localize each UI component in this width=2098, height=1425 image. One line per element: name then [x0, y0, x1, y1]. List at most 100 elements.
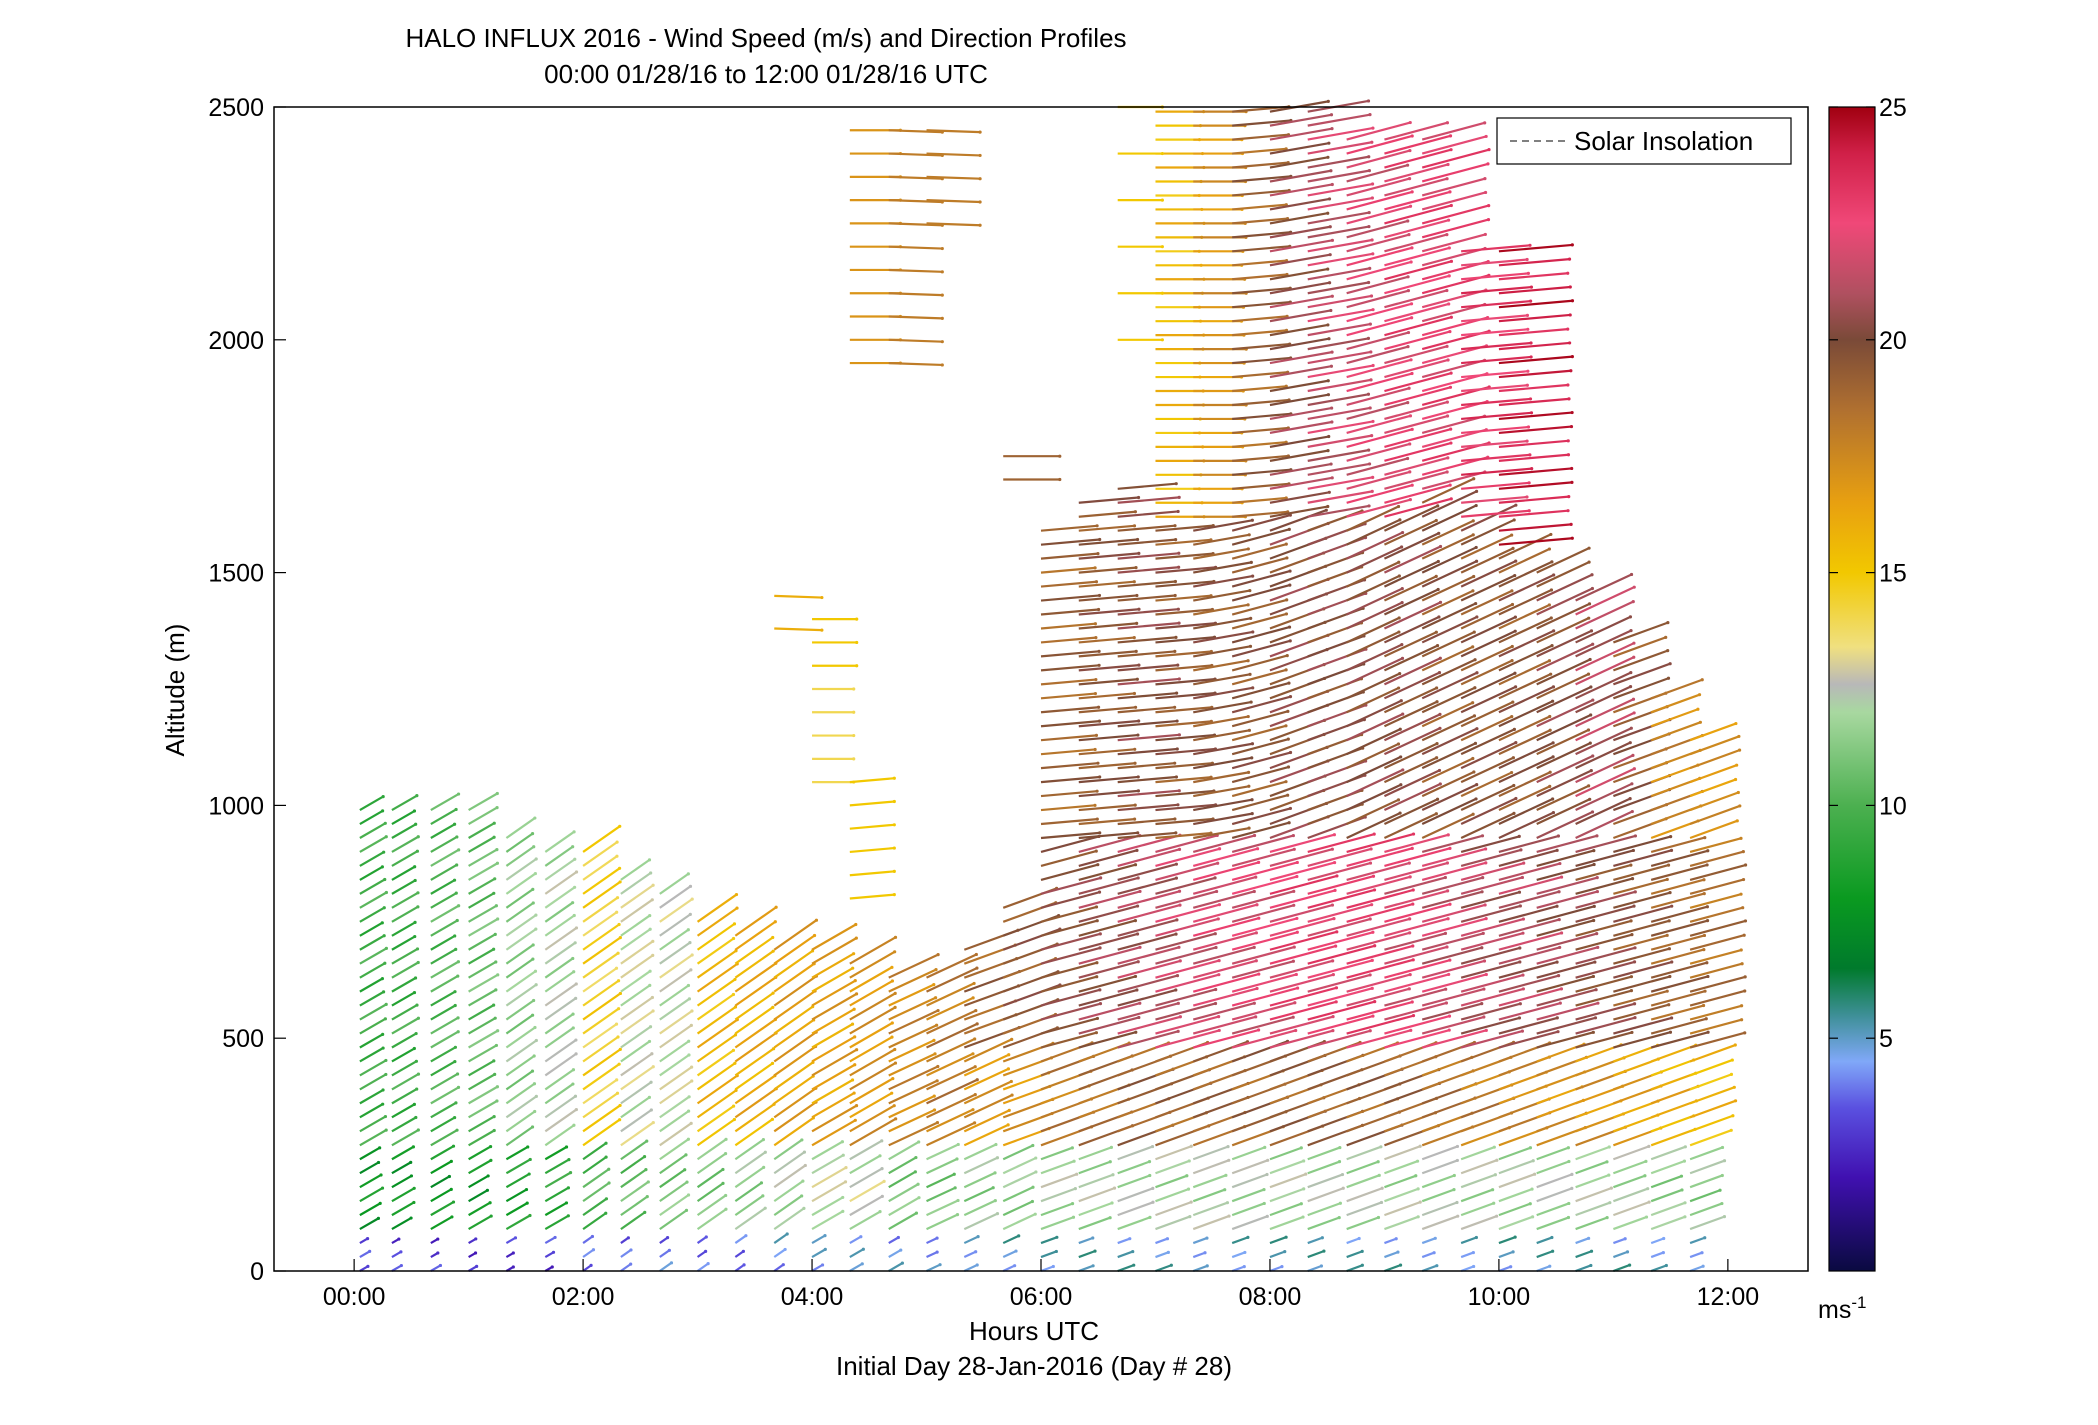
wind-barb: [963, 1156, 998, 1175]
wind-barb-tip: [1473, 686, 1477, 690]
wind-barb: [1155, 789, 1214, 798]
wind-barb: [734, 976, 777, 1007]
wind-barb-tip: [1213, 876, 1217, 880]
wind-barb-tip: [414, 822, 418, 826]
wind-barb-tip: [1287, 625, 1292, 629]
wind-barb-tip: [1528, 1146, 1533, 1150]
wind-barb: [1613, 1201, 1650, 1217]
wind-barb: [1498, 617, 1552, 644]
wind-barb-tip: [1448, 483, 1452, 487]
wind-barb: [582, 1197, 608, 1217]
wind-barb-tip: [1176, 663, 1180, 667]
wind-barb: [926, 1065, 976, 1091]
wind-barb: [1040, 664, 1100, 672]
wind-barb-tip: [1331, 1029, 1335, 1033]
wind-barb-tip: [892, 823, 896, 827]
wind-barb-tip: [1136, 960, 1140, 964]
wind-barb: [1155, 1015, 1219, 1035]
wind-barb-tip: [1552, 629, 1556, 633]
wind-barb: [1078, 789, 1139, 798]
wind-barb-tip: [1326, 267, 1330, 271]
wind-barb: [1269, 1159, 1305, 1175]
wind-barb: [1421, 177, 1486, 197]
wind-barb-tip: [492, 1003, 496, 1007]
wind-barb: [1002, 1170, 1037, 1189]
wind-barb-tip: [892, 893, 896, 897]
x-axis: 00:00 02:00 04:00 06:00 08:00 10:00 12:00: [323, 1259, 1759, 1311]
wind-barb: [1307, 308, 1374, 323]
wind-barb-tip: [1664, 635, 1668, 639]
wind-barb: [1498, 931, 1562, 951]
wind-barb: [1193, 617, 1251, 630]
legend[interactable]: Solar Insolation: [1496, 117, 1792, 165]
wind-barb: [1575, 810, 1633, 839]
wind-barb: [582, 1235, 594, 1244]
wind-barb-tip: [1250, 756, 1254, 760]
wind-barb: [1040, 524, 1098, 532]
wind-barb: [468, 1044, 497, 1063]
wind-barb: [1192, 890, 1255, 909]
wind-barb: [1307, 267, 1370, 281]
wind-barb: [1460, 1265, 1474, 1273]
wind-barb: [1384, 497, 1452, 518]
wind-barb: [1498, 961, 1558, 979]
wind-barb-tip: [1449, 148, 1453, 152]
wind-barb-tip: [890, 1021, 894, 1025]
wind-barb: [1078, 1201, 1113, 1217]
wind-barb: [1421, 861, 1487, 881]
wind-barb-tip: [492, 947, 496, 951]
wind-barb-tip: [1547, 547, 1552, 551]
wind-barb: [1650, 1160, 1685, 1175]
wind-barbs: [359, 99, 1748, 1273]
wind-barb-tip: [1448, 902, 1452, 906]
wind-barb-tip: [1557, 918, 1561, 922]
wind-barb: [1498, 495, 1569, 504]
wind-barb: [1269, 268, 1328, 281]
wind-barb: [391, 1073, 420, 1091]
wind-barb: [1460, 589, 1513, 616]
wind-barb: [1689, 1174, 1723, 1189]
wind-barb-tip: [1472, 477, 1476, 481]
wind-barb: [963, 1171, 996, 1189]
wind-barb-tip: [993, 1171, 997, 1175]
wind-barb-tip: [1628, 797, 1632, 801]
wind-barb-tip: [1736, 790, 1740, 795]
wind-barb-tip: [1514, 559, 1518, 563]
wind-barb: [1307, 155, 1369, 169]
wind-barb: [505, 970, 537, 993]
wind-barb-tip: [683, 1168, 687, 1172]
wind-barb-tip: [1589, 713, 1593, 717]
wind-barb-tip: [1484, 134, 1488, 139]
wind-barb: [811, 1263, 824, 1272]
wind-barb-tip: [1446, 162, 1450, 167]
wind-barb-tip: [1097, 719, 1102, 723]
wind-barb-tip: [1436, 587, 1440, 592]
wind-barb: [1498, 876, 1562, 895]
wind-barb: [1346, 505, 1399, 532]
wind-barb: [620, 1168, 647, 1189]
wind-barb-tip: [1010, 1037, 1014, 1041]
wind-barb: [1498, 383, 1568, 393]
wind-barb: [505, 958, 534, 979]
wind-barb: [1193, 519, 1253, 532]
wind-barb: [1232, 510, 1288, 518]
wind-barb-tip: [530, 1069, 535, 1073]
wind-barb-tip: [1570, 466, 1574, 471]
wind-barb: [1193, 771, 1249, 784]
wind-barb-tip: [1570, 1186, 1574, 1190]
wind-barb-tip: [1173, 524, 1177, 528]
wind-barb: [1498, 328, 1568, 337]
wind-barb-tip: [1555, 960, 1559, 964]
wind-barb: [1421, 470, 1486, 490]
wind-barb: [544, 845, 574, 867]
wind-barb-tip: [1437, 768, 1442, 773]
wind-barb-tip: [1702, 947, 1706, 952]
wind-barb-tip: [771, 991, 775, 995]
wind-barb: [1231, 584, 1291, 602]
wind-barb-tip: [935, 1120, 940, 1125]
wind-barb: [1650, 990, 1706, 1007]
wind-barb-tip: [1136, 876, 1140, 880]
wind-barb: [696, 1034, 737, 1063]
wind-barb: [1346, 931, 1410, 951]
wind-barb: [391, 879, 416, 895]
